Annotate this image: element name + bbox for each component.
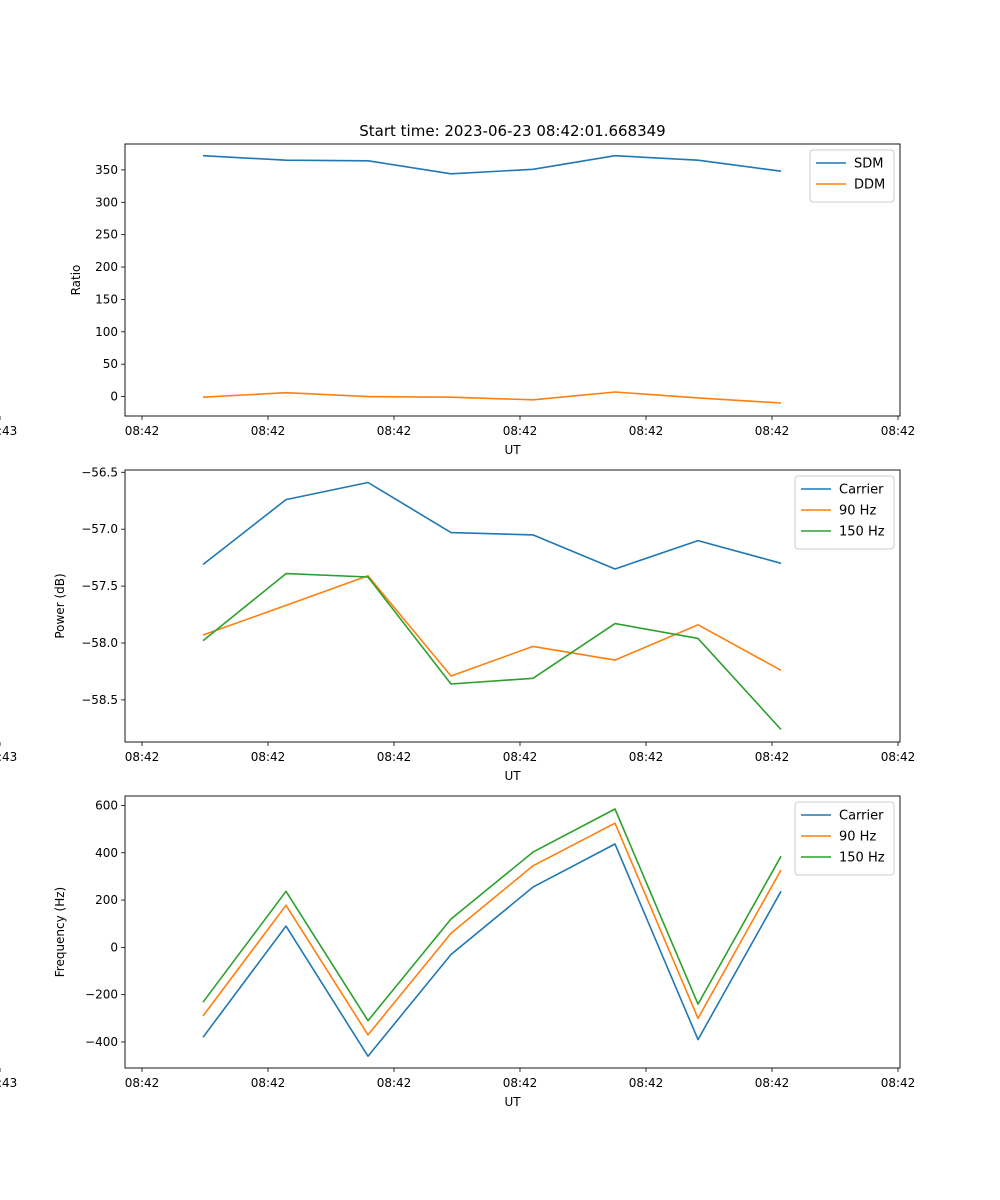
y-tick-label: −57.0 bbox=[81, 522, 118, 536]
y-tick-label: 350 bbox=[95, 163, 118, 177]
x-tick-label: 08:42 bbox=[125, 1076, 160, 1090]
x-tick-label: 08:42 bbox=[755, 1076, 790, 1090]
y-axis-label: Frequency (Hz) bbox=[53, 887, 67, 978]
y-tick-label: 250 bbox=[95, 228, 118, 242]
x-tick-label: 08:42 bbox=[377, 424, 412, 438]
y-axis-label: Ratio bbox=[69, 265, 83, 296]
x-tick-label: 08:42 bbox=[755, 750, 790, 764]
chart-panel-2: 08:42 08:42 08:42 08:42 08:42 08:42 08:42 08:43… bbox=[0, 465, 915, 783]
x-axis-label: UT bbox=[504, 769, 521, 783]
legend: SDM DDM bbox=[809, 149, 895, 203]
series-line-carrier bbox=[202, 843, 782, 1057]
series-line-150-hz bbox=[202, 808, 782, 1022]
y-tick-label: −400 bbox=[85, 1035, 118, 1049]
legend-entry: Carrier bbox=[839, 483, 884, 498]
x-tick-label: 08:42 bbox=[251, 1076, 286, 1090]
x-tick-label: 08:42 bbox=[377, 1076, 412, 1090]
axes-frame bbox=[124, 795, 901, 1069]
series-line-150-hz bbox=[202, 572, 782, 731]
axes-frame bbox=[124, 469, 901, 743]
y-axis-label: Power (dB) bbox=[53, 573, 67, 638]
legend-entry: 90 Hz bbox=[839, 830, 876, 845]
y-tick-label: 0 bbox=[110, 940, 118, 954]
series-line-ddm bbox=[202, 391, 782, 404]
y-tick-label: 200 bbox=[95, 893, 118, 907]
series-line-90-hz bbox=[202, 574, 782, 677]
x-tick-label: 08:42 bbox=[881, 1076, 916, 1090]
y-tick-label: 600 bbox=[95, 798, 118, 812]
x-tick-label: 08:42 bbox=[503, 424, 538, 438]
y-tick-label: −58.5 bbox=[81, 693, 118, 707]
legend-entry: Carrier bbox=[839, 809, 884, 824]
x-tick-label: 08:42 bbox=[251, 750, 286, 764]
x-tick-label: 08:42 bbox=[629, 1076, 664, 1090]
y-tick-label: −56.5 bbox=[81, 465, 118, 479]
figure-title: Start time: 2023-06-23 08:42:01.668349 bbox=[359, 122, 665, 140]
legend-entry: SDM bbox=[854, 157, 883, 172]
chart-panels: 08:42 08:42 08:42 08:42 08:42 08:42 08:42 08:43… bbox=[0, 143, 916, 1109]
series-line-sdm bbox=[202, 154, 782, 175]
x-tick-label: 08:43 bbox=[0, 750, 17, 764]
x-tick-label: 08:42 bbox=[629, 424, 664, 438]
x-tick-label: 08:42 bbox=[377, 750, 412, 764]
chart-panel-1: 08:42 08:42 08:42 08:42 08:42 08:42 08:42 08:43… bbox=[0, 143, 916, 457]
legend-entry: 150 Hz bbox=[839, 851, 885, 866]
legend-entry: 90 Hz bbox=[839, 504, 876, 519]
legend: Carrier 90 Hz 150 Hz bbox=[794, 801, 895, 876]
x-tick-label: 08:43 bbox=[0, 424, 17, 438]
legend-entry: 150 Hz bbox=[839, 525, 885, 540]
legend: Carrier 90 Hz 150 Hz bbox=[794, 475, 895, 550]
y-tick-label: 150 bbox=[95, 292, 118, 306]
legend-entry: DDM bbox=[854, 178, 885, 193]
x-tick-label: 08:42 bbox=[881, 750, 916, 764]
series-line-90-hz bbox=[202, 822, 782, 1036]
x-axis-label: UT bbox=[504, 443, 521, 457]
y-tick-label: −58.0 bbox=[81, 636, 118, 650]
x-tick-label: 08:42 bbox=[881, 424, 916, 438]
y-tick-label: 50 bbox=[103, 357, 118, 371]
y-tick-label: 100 bbox=[95, 325, 118, 339]
x-tick-label: 08:42 bbox=[629, 750, 664, 764]
x-tick-label: 08:42 bbox=[251, 424, 286, 438]
y-tick-label: 0 bbox=[110, 390, 118, 404]
series-line-carrier bbox=[202, 481, 782, 570]
chart-panel-3: 08:42 08:42 08:42 08:42 08:42 08:42 08:42 08:43… bbox=[0, 795, 916, 1109]
y-tick-label: −200 bbox=[85, 988, 118, 1002]
y-tick-label: 200 bbox=[95, 260, 118, 274]
x-tick-label: 08:42 bbox=[125, 424, 160, 438]
x-tick-label: 08:42 bbox=[503, 1076, 538, 1090]
y-tick-label: 300 bbox=[95, 195, 118, 209]
x-tick-label: 08:42 bbox=[755, 424, 790, 438]
x-tick-label: 08:42 bbox=[503, 750, 538, 764]
x-tick-label: 08:42 bbox=[125, 750, 160, 764]
axes-frame bbox=[124, 143, 901, 417]
y-tick-label: 400 bbox=[95, 846, 118, 860]
x-tick-label: 08:43 bbox=[0, 1076, 17, 1090]
y-tick-label: −57.5 bbox=[81, 579, 118, 593]
x-axis-label: UT bbox=[504, 1095, 521, 1109]
